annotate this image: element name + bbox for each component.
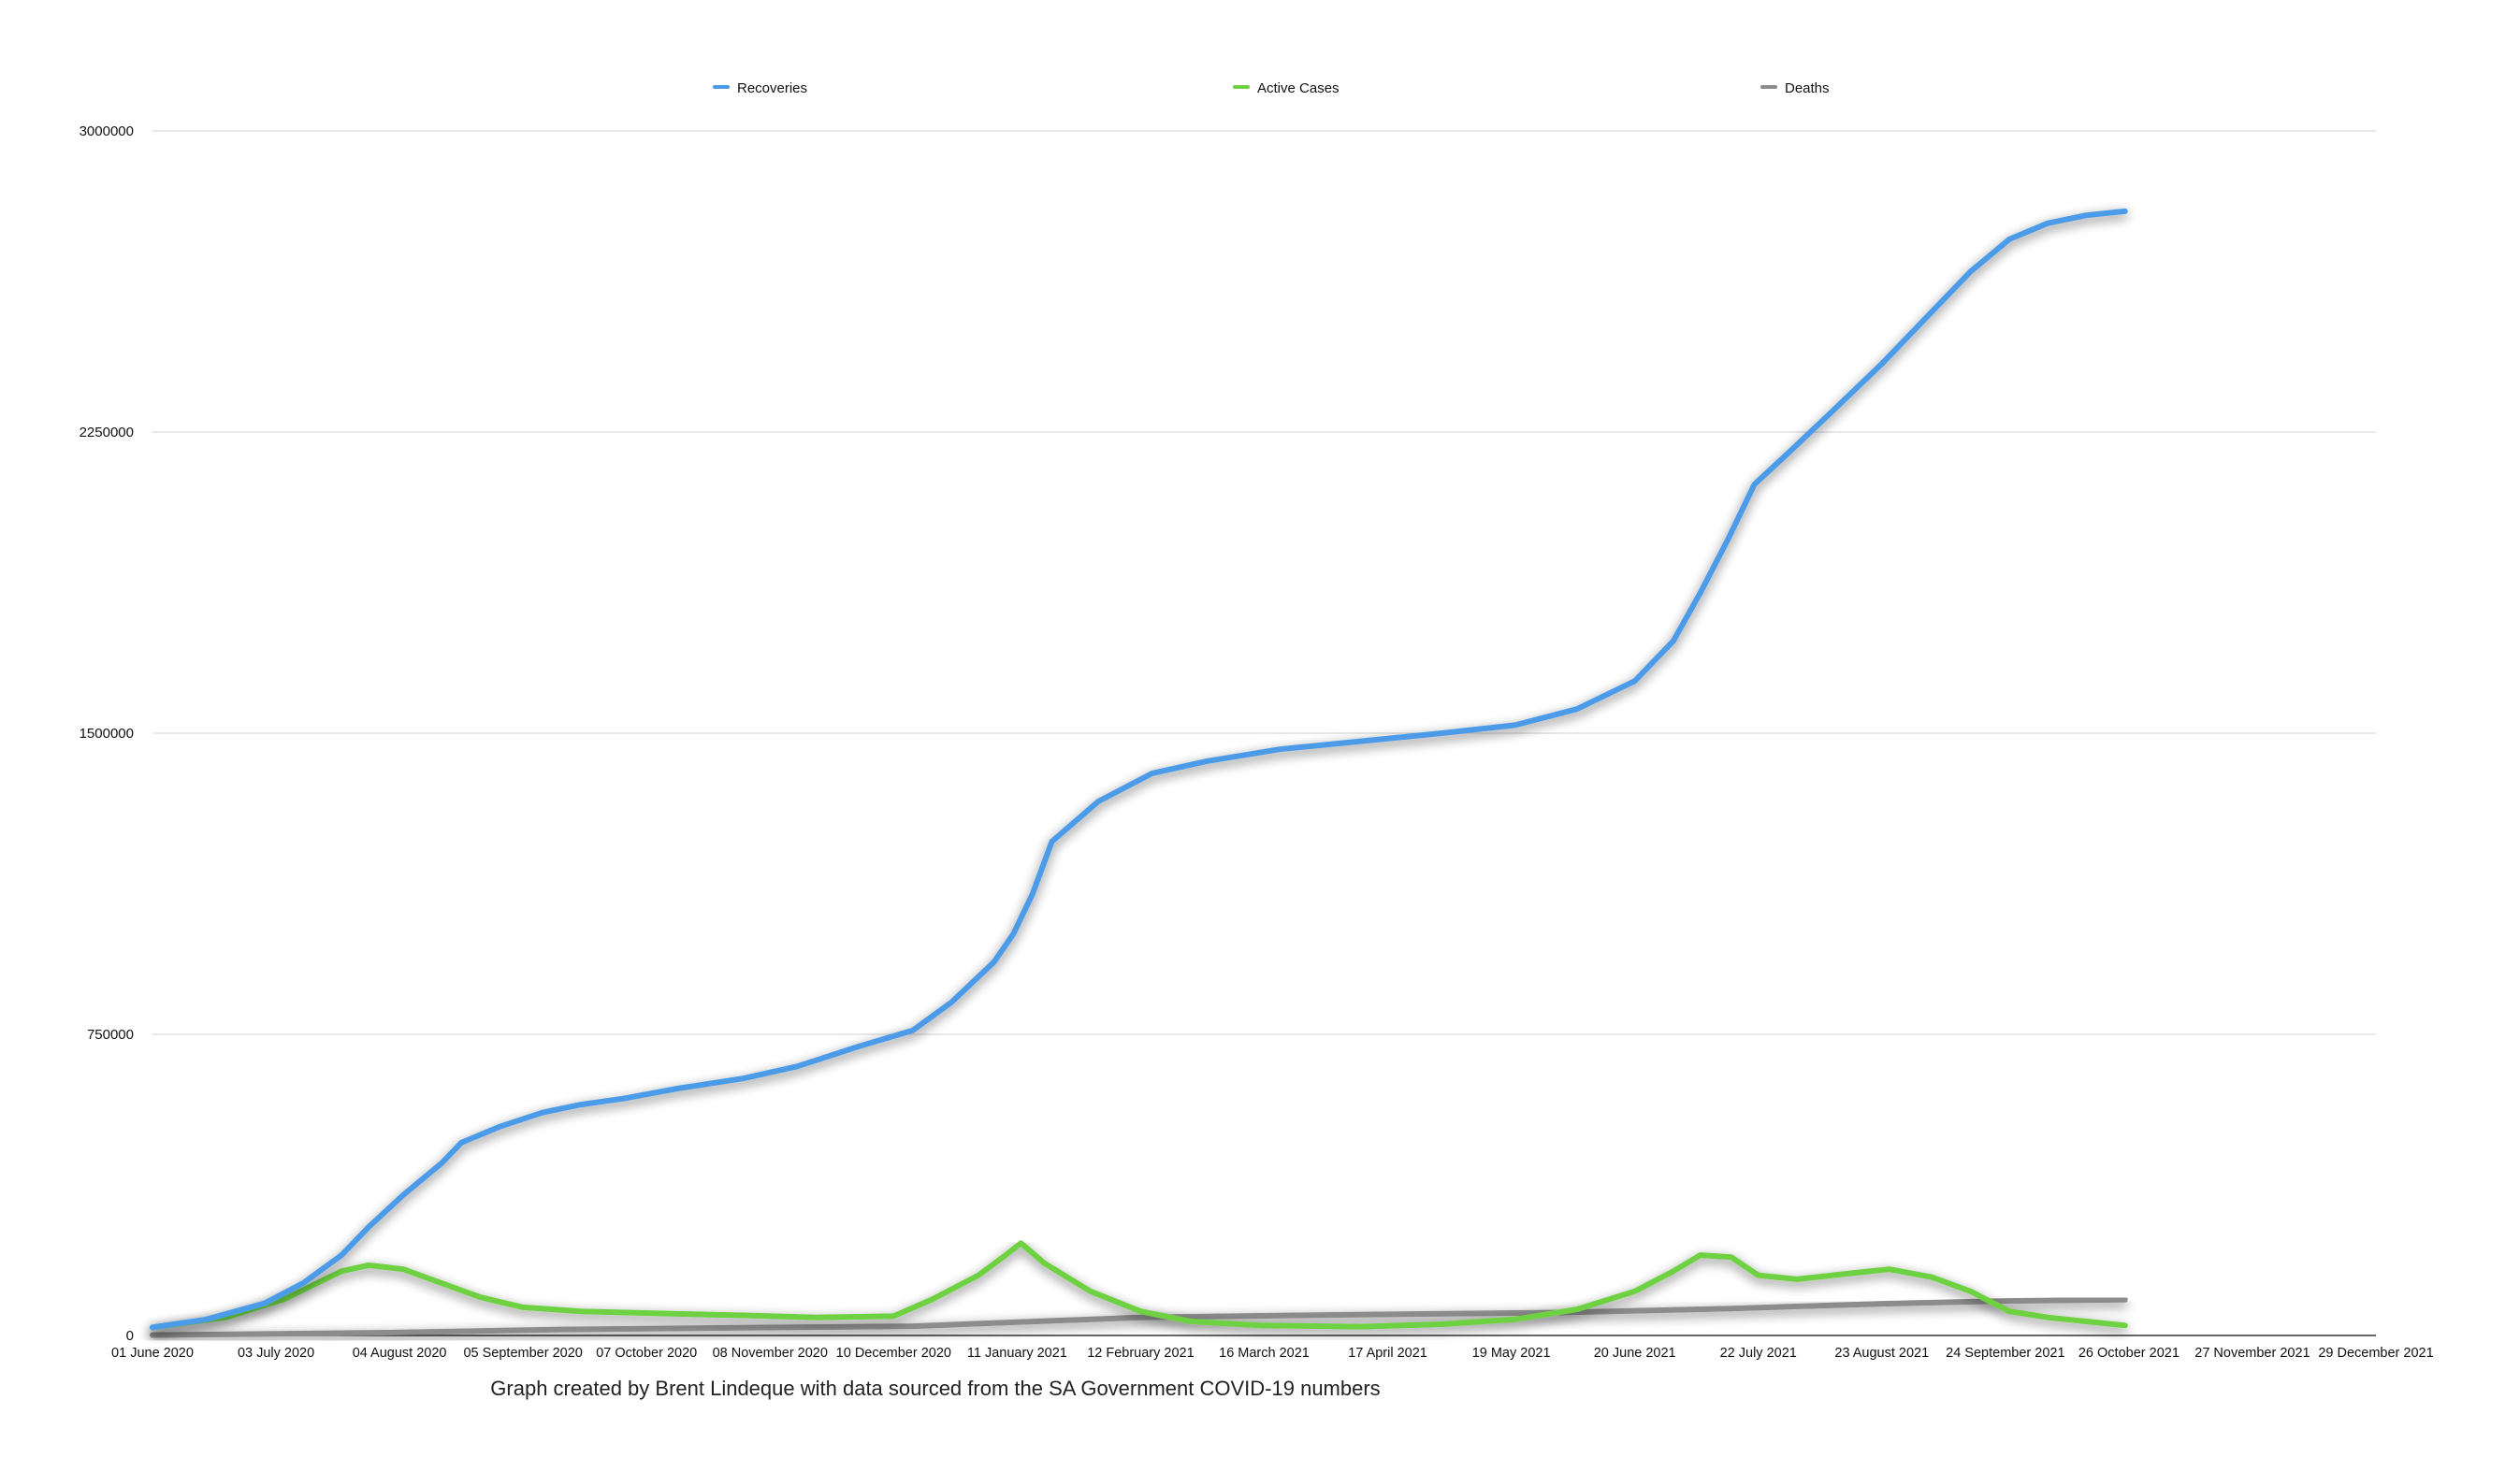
x-tick-label: 10 December 2020 <box>836 1346 951 1361</box>
series-lines <box>150 208 2128 1338</box>
x-tick-label: 12 February 2021 <box>1087 1346 1194 1361</box>
y-tick-label: 2250000 <box>80 425 134 440</box>
x-tick-label: 05 September 2020 <box>463 1346 582 1361</box>
x-tick-label: 26 October 2021 <box>2078 1346 2180 1361</box>
gridlines <box>152 130 2376 1035</box>
series-line-recoveries <box>150 208 2128 1331</box>
legend-label: Deaths <box>1785 80 1830 96</box>
x-tick-label: 22 July 2021 <box>1720 1346 1797 1361</box>
series-line-deaths <box>150 1296 2128 1338</box>
legend: Recoveries Active Cases Deaths <box>713 80 1830 96</box>
x-tick-label: 24 September 2021 <box>1946 1346 2064 1361</box>
y-tick-label: 1500000 <box>80 726 134 742</box>
x-tick-label: 19 May 2021 <box>1472 1346 1551 1361</box>
x-tick-label: 03 July 2020 <box>238 1346 314 1361</box>
x-tick-label: 17 April 2021 <box>1348 1346 1427 1361</box>
x-tick-label: 07 October 2020 <box>596 1346 697 1361</box>
series-line-active-cases <box>150 1240 2128 1331</box>
chart-caption: Graph created by Brent Lindeque with dat… <box>490 1377 1380 1400</box>
y-tick-label: 0 <box>126 1328 134 1344</box>
x-tick-label: 27 November 2021 <box>2194 1346 2310 1361</box>
x-tick-label: 11 January 2021 <box>967 1346 1067 1361</box>
legend-label: Recoveries <box>737 80 807 96</box>
y-tick-label: 3000000 <box>80 123 134 139</box>
y-tick-label: 750000 <box>87 1027 134 1043</box>
x-axis-ticks: 01 June 2020 03 July 2020 04 August 2020 05… <box>111 1346 2434 1361</box>
x-tick-label: 04 August 2020 <box>353 1346 447 1361</box>
x-tick-label: 08 November 2020 <box>713 1346 828 1361</box>
x-tick-label: 29 December 2021 <box>2318 1346 2433 1361</box>
x-tick-label: 16 March 2021 <box>1219 1346 1310 1361</box>
legend-label: Active Cases <box>1257 80 1340 96</box>
x-tick-label: 23 August 2021 <box>1834 1346 1929 1361</box>
x-tick-label: 01 June 2020 <box>111 1346 194 1361</box>
y-axis-ticks: 0 750000 1500000 2250000 3000000 <box>80 123 134 1344</box>
x-tick-label: 20 June 2021 <box>1594 1346 1676 1361</box>
